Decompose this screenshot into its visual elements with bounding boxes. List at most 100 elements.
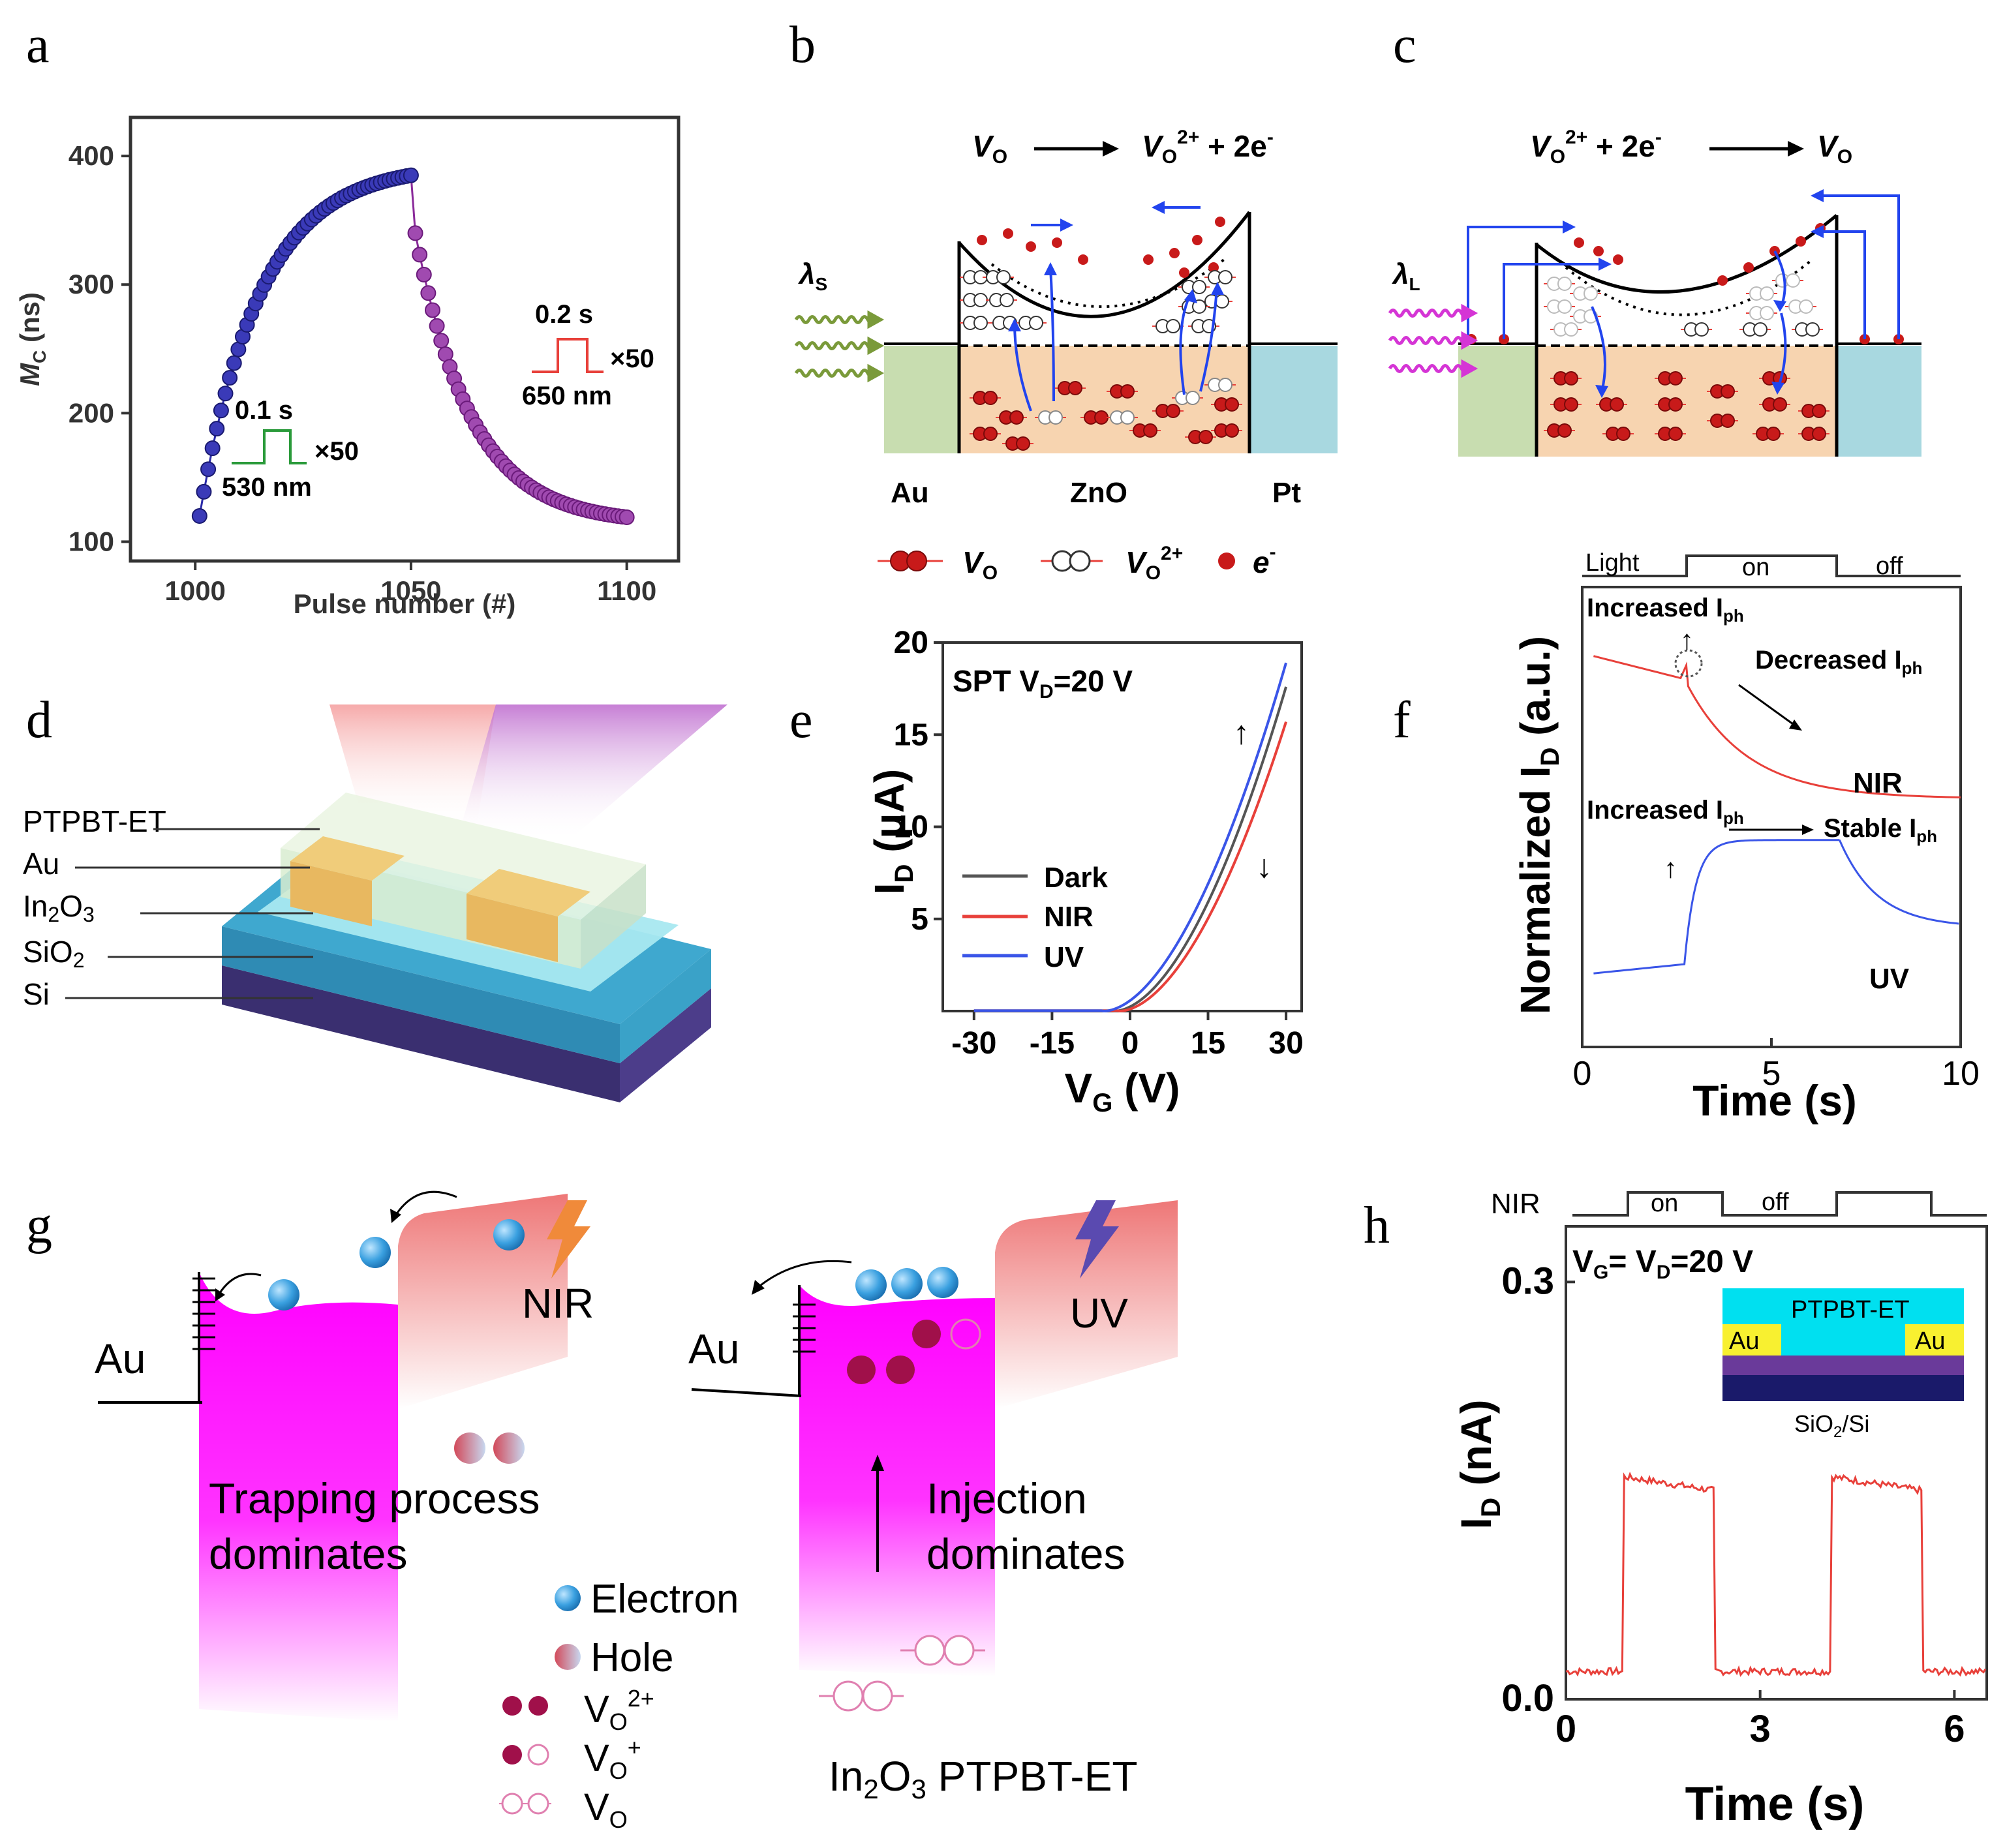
panel-letter-g: g	[26, 1197, 52, 1254]
y-tick-label: 20	[894, 626, 928, 660]
red-pulse-icon	[532, 338, 604, 373]
panel-h-off: off	[1762, 1189, 1789, 1216]
electron-dot	[1192, 235, 1202, 245]
electron-dot	[1613, 254, 1623, 265]
g-left-band-magenta	[199, 1272, 398, 1722]
vacancy-ring	[1166, 319, 1180, 333]
electron-dot	[1593, 246, 1604, 256]
electron-dot	[977, 235, 987, 245]
electron-dot	[1143, 254, 1154, 265]
vacancy-ring	[1215, 294, 1229, 309]
au-electrode-left	[290, 861, 372, 926]
vacancy-ring	[1584, 286, 1598, 301]
layer-label-sio2: SiO2	[23, 935, 84, 972]
point-650nm	[424, 302, 440, 318]
panel-c-equation-right: VO	[1817, 129, 1852, 168]
electron-dot	[1179, 267, 1189, 278]
g-legend-vo2: VO2+	[584, 1685, 654, 1735]
panel-h-on: on	[1651, 1190, 1678, 1217]
ann-red-time: 0.2 s	[535, 300, 593, 329]
vacancy-ring	[1218, 270, 1232, 284]
g-lightning-nir-icon	[547, 1200, 590, 1279]
legend-nir: NIR	[1044, 901, 1094, 933]
au-electrode-left-top	[290, 836, 405, 881]
vacancy-ring	[1192, 280, 1206, 294]
g-curve-arrowhead-3	[752, 1280, 765, 1295]
vacancy-ring	[1805, 322, 1820, 337]
panel-letter-e: e	[789, 691, 813, 749]
series-nir-response	[1565, 1472, 1987, 1677]
inset-label-top: PTPBT-ET	[1791, 1296, 1910, 1324]
series-nir	[1593, 655, 1961, 798]
g-legend-electron: Electron	[590, 1577, 739, 1622]
panel-f-arrow-up2: ↑	[1664, 853, 1677, 883]
sio2-layer-front	[222, 926, 620, 1063]
panel-c-equation-left: VO2+ + 2e-	[1530, 127, 1662, 168]
panel-b-arrowheads	[1008, 201, 1224, 331]
panel-f-xlabel: Time (s)	[1692, 1076, 1857, 1125]
ann-red-mult: ×50	[610, 344, 654, 373]
panel-f-ann-inc2: Increased Iph	[1587, 796, 1744, 828]
vacancy-ring	[1812, 427, 1826, 441]
point-650nm	[433, 333, 450, 349]
panel-letter-c: c	[1393, 16, 1416, 74]
inset-label-au1: Au	[1729, 1327, 1759, 1355]
panel-d-device: PTPBT-ET Au In2O3 SiO2 Si	[23, 704, 727, 1102]
g-trap-text-1: Trapping process	[209, 1474, 540, 1522]
g-electron	[360, 1237, 391, 1268]
panel-letter-h: h	[1364, 1197, 1390, 1254]
wave-arrowhead	[867, 363, 885, 383]
g-curve-arrow-1	[217, 1273, 262, 1295]
x-tick-label: -30	[951, 1026, 996, 1061]
point-650nm	[412, 247, 428, 263]
vacancy-ring	[1557, 277, 1572, 291]
x-tick-label: 6	[1944, 1708, 1965, 1750]
point-650nm	[407, 225, 423, 241]
y-tick-label: 400	[69, 140, 114, 171]
g-curve-arrowhead-2	[390, 1209, 401, 1223]
panel-b-au-block	[884, 346, 959, 453]
g-vo2-dot	[847, 1356, 876, 1384]
electron-dot	[1208, 262, 1219, 273]
legend-dark: Dark	[1044, 862, 1108, 894]
g-legend-hole-icon	[555, 1644, 581, 1670]
vacancy-ring	[1199, 430, 1213, 444]
electron-dot	[1215, 217, 1225, 227]
panel-f-timeline	[1582, 554, 1961, 577]
electron-dot	[1796, 236, 1806, 247]
x-tick-label: 0	[1573, 1055, 1592, 1093]
vacancy-ring	[1616, 427, 1630, 441]
point-530nm	[222, 370, 238, 386]
y-tick-label: 0.3	[1501, 1260, 1554, 1302]
panel-b-diagram: VO VO2+ + 2e-	[794, 127, 1338, 509]
panel-f-stable-arrowhead	[1802, 825, 1814, 835]
panel-f-arrow-up1: ↑	[1680, 624, 1694, 655]
vacancy-ring	[996, 270, 1011, 284]
vacancy-ring	[1218, 378, 1232, 392]
panel-letter-f: f	[1393, 691, 1411, 749]
y-tick-label: 200	[69, 397, 114, 428]
vacancy-ring	[1120, 384, 1135, 399]
panel-a-chart: 1000 1050 1100 100 200 300 400 Pulse number (#…	[14, 115, 681, 619]
panel-f-dotted-circle	[1674, 649, 1703, 678]
panel-b-pt-block	[1249, 346, 1338, 453]
g-bottom-label: In2O3 PTPBT-ET	[829, 1753, 1137, 1804]
panel-c-zno-block	[1537, 346, 1837, 457]
panel-c-diagram: VO2+ + 2e- VO	[1388, 127, 1921, 457]
g-right-band-salmon	[995, 1200, 1178, 1409]
vacancy-ring	[1557, 423, 1572, 438]
panel-f-ann-uv: UV	[1869, 963, 1910, 995]
y-tick-label: 10	[894, 810, 928, 845]
electron-dot	[1743, 262, 1754, 273]
vacancy-ring	[1694, 322, 1709, 337]
vacancy-ring	[1048, 410, 1063, 425]
g-label-uv: UV	[1070, 1290, 1128, 1337]
wave-line	[794, 369, 876, 378]
g-electron	[268, 1279, 299, 1310]
panel-b-label-au: Au	[891, 477, 929, 509]
vacancy-ring	[1668, 427, 1683, 441]
g-vo1-dot	[912, 1320, 941, 1348]
panel-c-lambda: λL	[1392, 258, 1420, 294]
ann-green-wl: 530 nm	[222, 473, 312, 502]
panel-letter-b: b	[789, 16, 816, 74]
